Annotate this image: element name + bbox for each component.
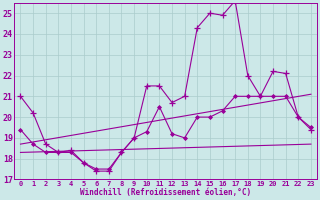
X-axis label: Windchill (Refroidissement éolien,°C): Windchill (Refroidissement éolien,°C) [80,188,251,197]
